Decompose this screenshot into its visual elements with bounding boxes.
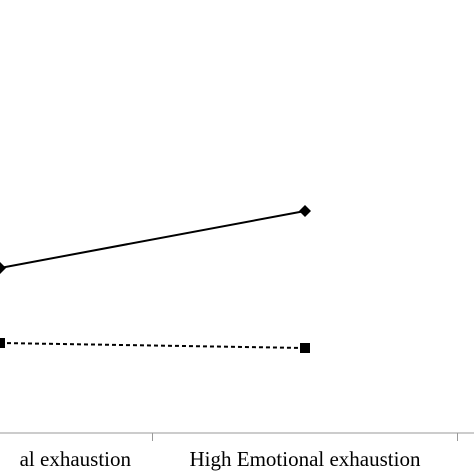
- series-line: [0, 210, 306, 269]
- marker: [0, 338, 5, 348]
- marker: [300, 343, 310, 353]
- marker: [0, 262, 6, 274]
- marker: [299, 205, 311, 217]
- x-tick-label: al exhaustion: [20, 447, 132, 471]
- series-line: [0, 342, 306, 349]
- x-tick-label: High Emotional exhaustion: [190, 447, 421, 471]
